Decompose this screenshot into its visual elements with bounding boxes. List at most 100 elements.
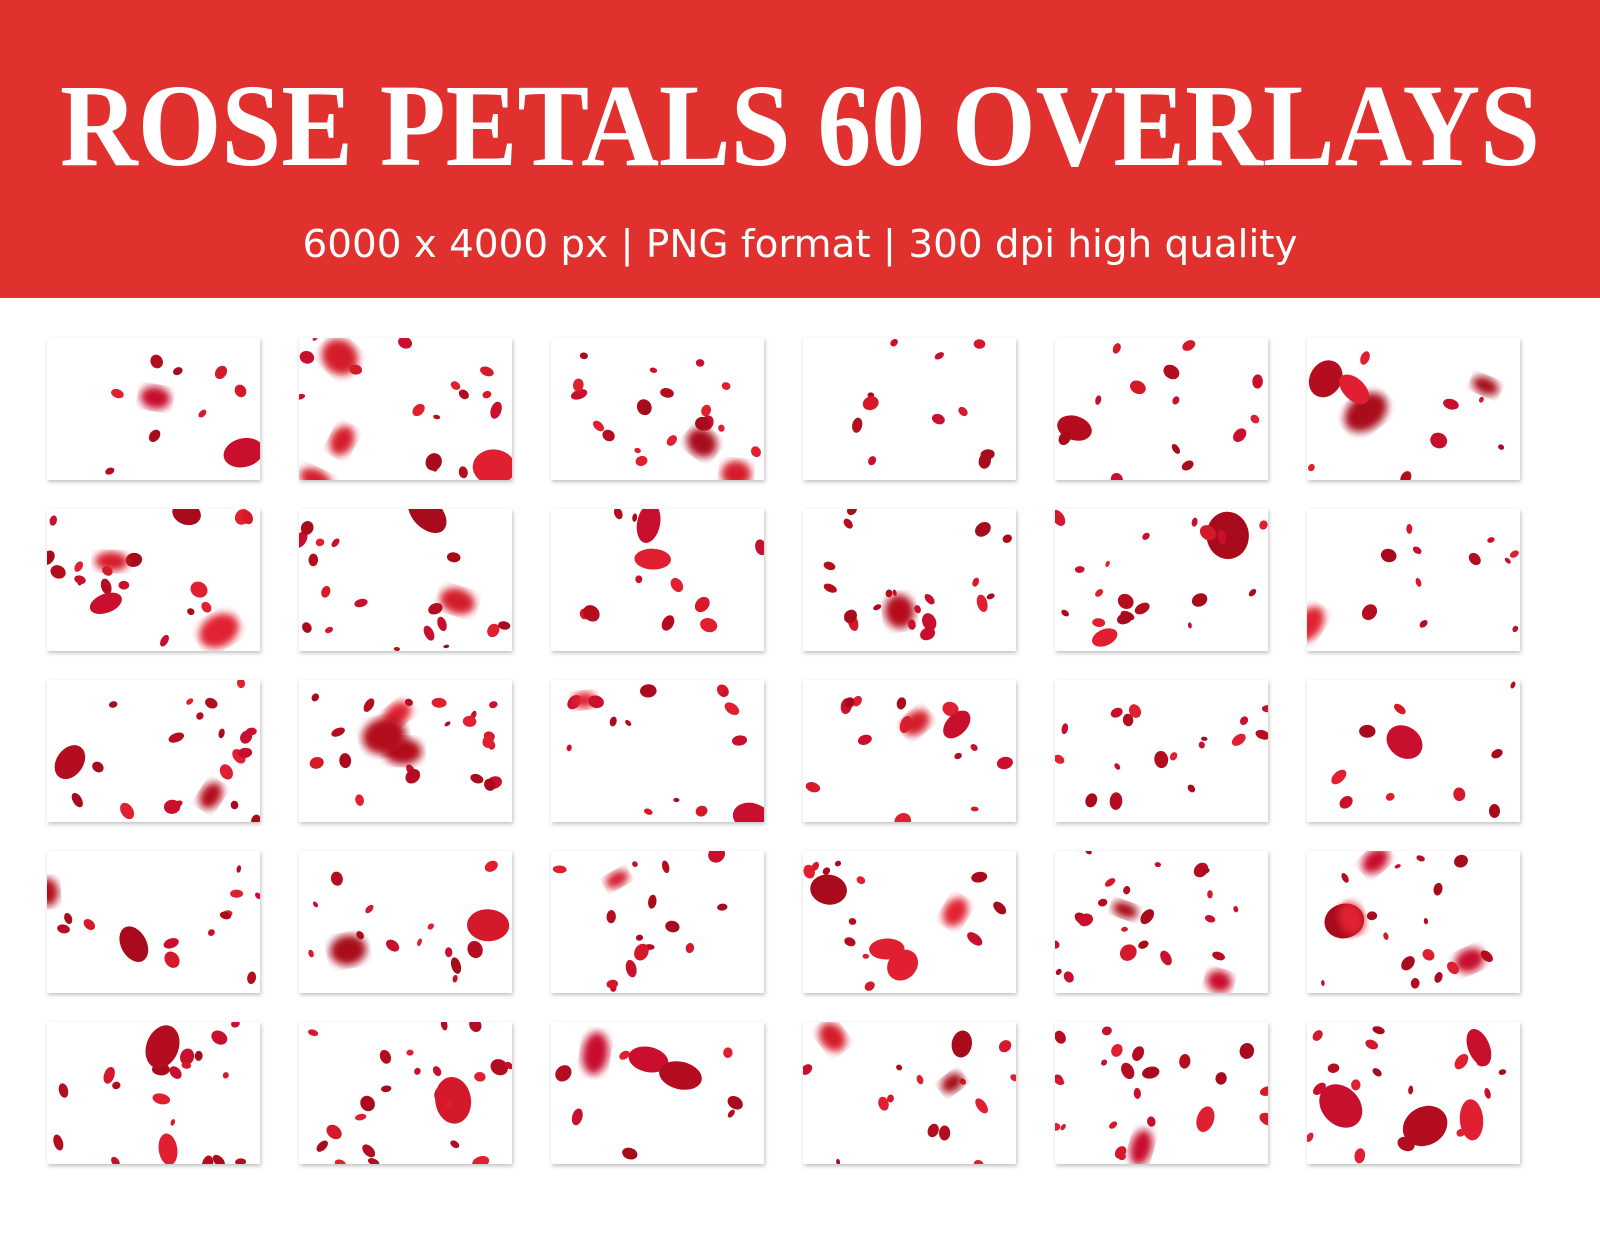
petal <box>223 437 260 468</box>
petal <box>723 1047 733 1058</box>
petal <box>1163 364 1180 380</box>
petal <box>433 414 441 420</box>
petal <box>635 455 648 467</box>
petal <box>299 531 308 548</box>
petal <box>308 1029 319 1037</box>
petal <box>701 404 712 417</box>
thumbnail-frame <box>299 1022 512 1164</box>
petal <box>818 1022 846 1052</box>
petal <box>1393 703 1406 715</box>
petal <box>1055 509 1066 526</box>
petal <box>954 752 962 760</box>
thumbnail-frame <box>551 1022 764 1164</box>
petal <box>57 924 70 934</box>
petal <box>241 510 253 525</box>
petal <box>685 942 695 954</box>
petal <box>334 1159 347 1164</box>
petal <box>1002 534 1012 543</box>
petal <box>355 794 364 806</box>
petals <box>1055 704 1268 810</box>
petal <box>1181 460 1194 471</box>
petal <box>201 1155 214 1164</box>
petal <box>180 1048 195 1066</box>
petal <box>58 1083 69 1098</box>
petal <box>1476 1060 1486 1067</box>
petal <box>665 920 680 933</box>
petal <box>309 757 324 769</box>
petal <box>834 860 842 867</box>
petal <box>1133 1087 1141 1099</box>
petal <box>1095 395 1102 405</box>
petal <box>198 613 240 649</box>
petal <box>1134 602 1150 615</box>
petal <box>1423 918 1429 925</box>
petal <box>1160 950 1172 966</box>
petal <box>1061 609 1069 617</box>
petal <box>755 539 764 556</box>
petal <box>892 589 897 597</box>
petals <box>1307 1026 1507 1164</box>
petal <box>330 871 343 886</box>
petal <box>251 814 260 822</box>
petal <box>634 447 641 454</box>
petal <box>973 339 986 349</box>
petal <box>1433 882 1443 896</box>
petal <box>435 1076 472 1124</box>
petals <box>309 693 502 806</box>
petal <box>1114 763 1121 770</box>
petal <box>803 864 815 879</box>
petal <box>836 1158 841 1164</box>
petal <box>552 865 567 874</box>
petal <box>321 585 331 598</box>
petal <box>92 761 104 773</box>
petal <box>1061 723 1069 735</box>
petal <box>480 366 494 377</box>
petal <box>363 698 375 712</box>
petal <box>1117 593 1134 609</box>
petal <box>1154 750 1169 769</box>
petal <box>975 522 991 537</box>
petal <box>718 424 725 432</box>
petal <box>490 1059 509 1076</box>
petal <box>219 911 232 920</box>
petal <box>446 552 461 563</box>
petal <box>1206 511 1249 560</box>
petal <box>1010 1074 1016 1082</box>
petal <box>660 388 674 398</box>
petals <box>555 1031 743 1160</box>
thumbnail <box>47 509 260 651</box>
petal <box>1422 949 1435 961</box>
petal <box>1361 604 1378 621</box>
petal <box>1123 886 1131 895</box>
petal <box>1179 1054 1191 1069</box>
petal <box>311 693 320 702</box>
petals <box>566 684 764 822</box>
petal <box>230 800 239 810</box>
petal <box>1459 1099 1484 1141</box>
petal <box>1416 855 1425 862</box>
petals <box>579 509 764 633</box>
petals <box>805 695 1013 822</box>
petal <box>1312 1082 1326 1095</box>
petal <box>231 1022 240 1028</box>
petal <box>751 446 761 458</box>
petal <box>329 425 355 456</box>
thumbnail <box>299 338 512 480</box>
thumbnail-frame <box>803 680 1016 822</box>
petal <box>467 940 483 959</box>
petal <box>194 1050 203 1061</box>
petal <box>805 782 821 793</box>
petal <box>1498 1069 1507 1075</box>
petal <box>721 460 752 480</box>
petal <box>566 744 572 752</box>
petal <box>907 619 916 630</box>
petal <box>105 467 115 475</box>
petal <box>555 1065 572 1082</box>
petal <box>588 695 604 709</box>
petal <box>1383 932 1389 940</box>
petal <box>1085 793 1098 808</box>
petal <box>1085 851 1092 855</box>
